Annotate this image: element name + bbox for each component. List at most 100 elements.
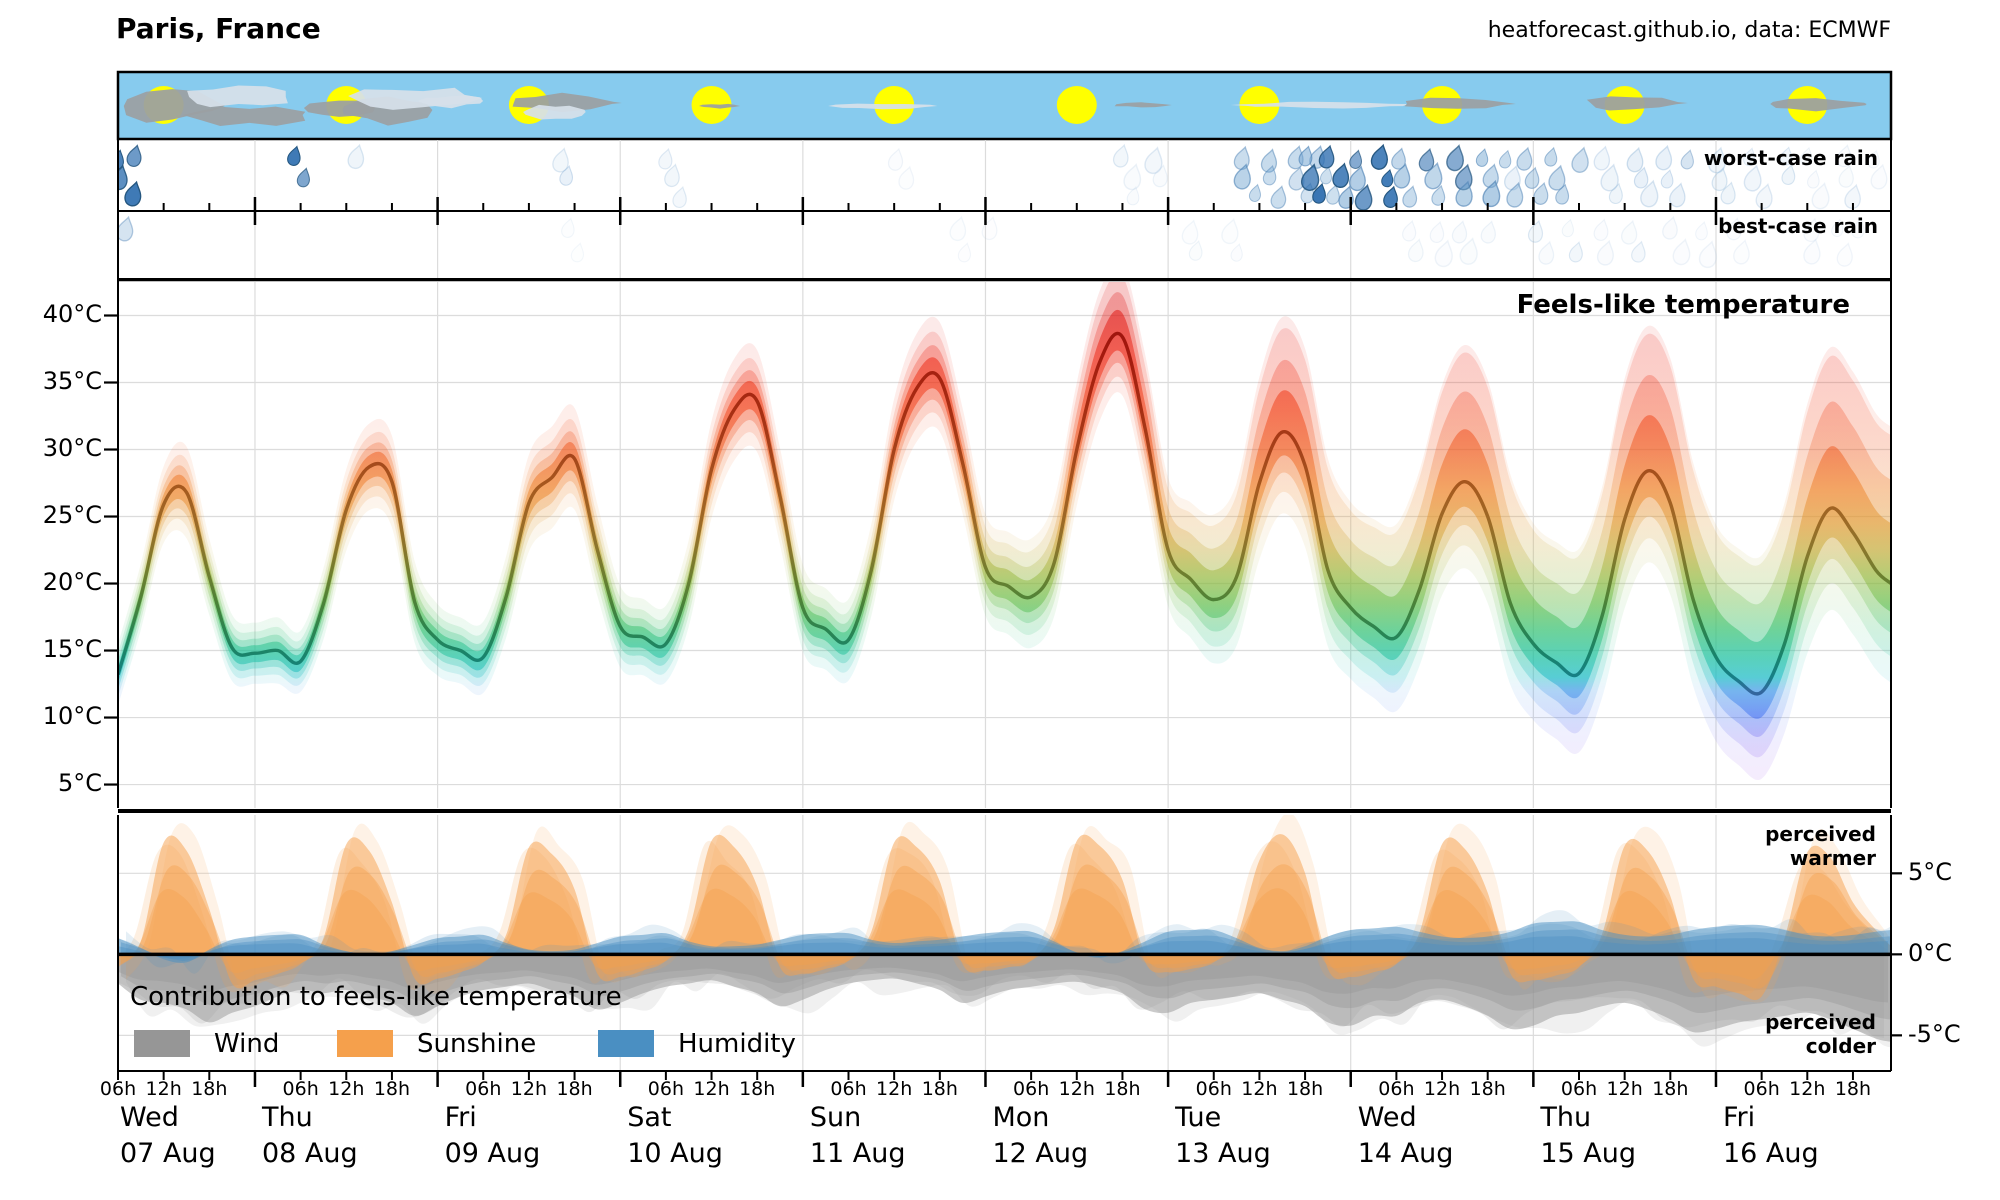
cloud-icon (1230, 101, 1407, 109)
hour-tick-label: 18h (1834, 1078, 1872, 1100)
raindrop-cluster (1391, 144, 1501, 208)
raindrop-icon (1600, 163, 1619, 192)
raindrop-icon (1326, 183, 1340, 205)
raindrop-icon (1434, 239, 1453, 268)
hour-tick-label: 12h (1606, 1078, 1643, 1100)
raindrop-icon (1596, 239, 1614, 266)
legend-label: Sunshine (417, 1029, 537, 1059)
raindrop-icon (1459, 237, 1478, 265)
day-date-label: 16 Aug (1722, 1138, 1819, 1169)
raindrop-icon (1660, 169, 1674, 189)
raindrop-icon (1383, 185, 1398, 208)
raindrop-icon (1233, 145, 1250, 171)
day-name-label: Fri (1722, 1102, 1756, 1133)
raindrop-icon (1743, 164, 1762, 192)
day-date-label: 10 Aug (627, 1138, 723, 1169)
raindrop-icon (981, 216, 998, 241)
raindrop-icon (1720, 181, 1736, 205)
raindrop-icon (1631, 240, 1646, 263)
temp-left-ticks (104, 314, 118, 786)
sunshine-area (119, 815, 1890, 1003)
raindrop-icon (1680, 149, 1694, 170)
wind-swatch (134, 1030, 190, 1057)
sky-band (116, 70, 1893, 141)
raindrop-icon (1260, 148, 1278, 173)
perceived-warmer-line1: perceived (1765, 822, 1876, 846)
raindrop-icon (561, 217, 575, 238)
hour-tick-label: 06h (1195, 1078, 1232, 1100)
raindrop-icon (957, 242, 972, 263)
raindrop-icon (1402, 219, 1417, 242)
raindrop-icon (1332, 162, 1350, 188)
raindrop-icon (1544, 146, 1558, 167)
raindrop-cluster (347, 143, 365, 170)
raindrop-icon (1391, 147, 1406, 170)
page-title: Paris, France (116, 12, 321, 45)
contribution-title: Contribution to feels-like temperature (130, 982, 622, 1012)
raindrop-icon (1504, 164, 1521, 191)
raindrop-icon (1781, 163, 1796, 186)
raindrop-icon (126, 144, 142, 167)
legend-label: Wind (214, 1029, 280, 1059)
day-name-label: Thu (261, 1102, 313, 1133)
raindrop-cluster (1402, 219, 1496, 268)
raindrop-icon (1669, 182, 1686, 208)
temp-uncertainty-band (119, 292, 1890, 737)
best-case-rain-label: best-case rain (1718, 214, 1878, 238)
raindrop-icon (1743, 147, 1756, 167)
raindrop-icon (1506, 181, 1524, 208)
cloud-icon (182, 106, 306, 126)
raindrop-icon (1803, 238, 1821, 265)
raindrop-icon (1640, 179, 1659, 208)
raindrop-icon (1548, 164, 1566, 191)
raindrop-icon (664, 163, 680, 188)
contribution-chart (117, 809, 1902, 1087)
hour-tick-label: 18h (556, 1078, 593, 1100)
cloud-icon (828, 103, 938, 110)
raindrop-icon (1621, 219, 1638, 245)
raindrop-icon (1593, 145, 1611, 171)
raindrop-icon (1726, 217, 1742, 241)
raindrop-cluster (287, 145, 311, 188)
raindrop-icon (1370, 143, 1388, 170)
hour-tick-label: 12h (1058, 1078, 1095, 1100)
hour-tick-label: 18h (1652, 1078, 1689, 1100)
feels-like-title: Feels-like temperature (1516, 290, 1850, 320)
best-case-rain-band (117, 210, 1892, 280)
raindrop-icon (1381, 168, 1394, 188)
raindrop-icon (1836, 242, 1853, 267)
raindrop-icon (347, 143, 365, 170)
raindrop-icon (1248, 183, 1261, 202)
hour-tick-label: 06h (1743, 1078, 1780, 1100)
raindrop-icon (1831, 218, 1844, 237)
wind-area (119, 954, 1890, 1048)
raindrop-icon (887, 147, 904, 171)
hour-tick-label: 12h (510, 1078, 548, 1100)
raindrop-icon (1851, 217, 1865, 239)
temp-median-line (119, 331, 1890, 696)
raindrop-cluster (552, 147, 574, 186)
rain-divider-ticks (117, 197, 1854, 225)
hour-tick-label: 12h (328, 1078, 365, 1100)
day-name-label: Wed (1357, 1102, 1417, 1133)
raindrop-icon (296, 167, 311, 188)
hour-tick-label: 12h (145, 1078, 182, 1100)
raindrop-icon (1349, 149, 1363, 169)
perceived-colder-line1: perceived (1765, 1010, 1876, 1034)
raindrop-icon (1711, 166, 1728, 192)
hour-tick-label: 06h (1378, 1078, 1415, 1100)
raindrop-icon (1533, 181, 1549, 205)
day-date-label: 12 Aug (992, 1138, 1089, 1169)
raindrop-icon (1568, 241, 1583, 263)
raindrop-cluster (1803, 217, 1865, 267)
wind-layer (119, 954, 1890, 1042)
raindrop-icon (1571, 146, 1589, 173)
hour-tick-label: 06h (99, 1078, 137, 1100)
perceived-colder-line2: colder (1805, 1034, 1876, 1058)
raindrop-cluster (1662, 215, 1750, 269)
day-date-label: 13 Aug (1175, 1138, 1271, 1169)
temp-grid (118, 282, 1891, 808)
raindrop-icon (119, 149, 124, 170)
temp-axis-label: 40°C (42, 299, 102, 328)
